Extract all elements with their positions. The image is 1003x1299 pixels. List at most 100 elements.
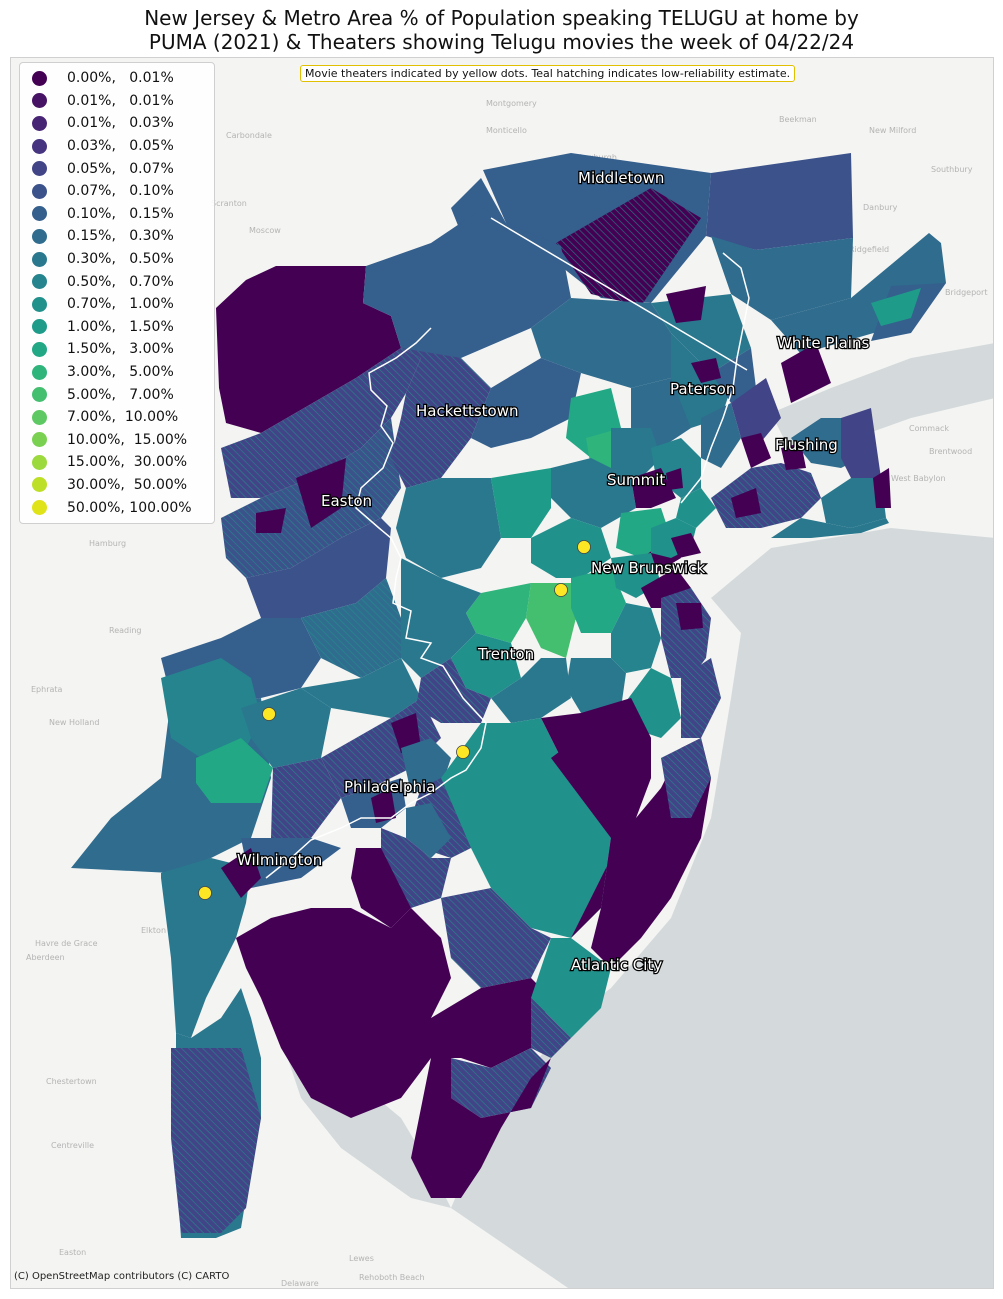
city-label-flushing: Flushing: [775, 436, 838, 454]
puma-region[interactable]: [246, 518, 391, 618]
puma-region[interactable]: [161, 658, 261, 758]
puma-region[interactable]: [416, 658, 491, 723]
puma-region[interactable]: [236, 908, 451, 1118]
puma-region[interactable]: [491, 658, 571, 723]
puma-region[interactable]: [391, 348, 491, 488]
puma-region[interactable]: [631, 468, 676, 508]
puma-region[interactable]: [781, 443, 806, 470]
puma-region[interactable]: [706, 153, 853, 250]
puma-region[interactable]: [396, 478, 501, 578]
legend-label: 0.00%, 0.01%: [67, 70, 174, 87]
theater-marker[interactable]: [198, 886, 212, 900]
puma-region[interactable]: [841, 408, 881, 478]
puma-region[interactable]: [711, 348, 756, 403]
puma-region[interactable]: [676, 603, 703, 630]
puma-region[interactable]: [451, 633, 521, 698]
puma-region[interactable]: [241, 838, 341, 888]
puma-region[interactable]: [571, 568, 626, 633]
theater-marker[interactable]: [577, 540, 591, 554]
legend-label: 0.30%, 0.50%: [67, 251, 174, 268]
puma-region[interactable]: [441, 888, 551, 988]
theater-marker[interactable]: [554, 583, 568, 597]
puma-region[interactable]: [531, 998, 571, 1058]
puma-region[interactable]: [196, 738, 273, 803]
puma-region[interactable]: [351, 848, 411, 928]
legend-label: 0.03%, 0.05%: [67, 138, 174, 155]
theater-marker[interactable]: [262, 707, 276, 721]
puma-region[interactable]: [666, 468, 683, 490]
puma-region[interactable]: [611, 603, 661, 673]
basemap-label: Easton: [59, 1248, 86, 1257]
basemap-label: Reading: [109, 626, 141, 635]
puma-region[interactable]: [471, 358, 581, 448]
puma-region[interactable]: [296, 458, 346, 528]
puma-region[interactable]: [371, 788, 396, 823]
puma-region[interactable]: [171, 1048, 261, 1233]
legend-swatch: [32, 387, 47, 403]
puma-region[interactable]: [301, 578, 401, 678]
puma-region[interactable]: [256, 508, 286, 533]
basemap-label: Beekman: [779, 115, 817, 124]
legend-entry: 10.00%, 15.00%: [20, 429, 214, 452]
puma-region[interactable]: [391, 713, 421, 753]
puma-region[interactable]: [161, 858, 251, 1038]
basemap-label: New Milford: [869, 126, 916, 135]
basemap-label: Southbury: [931, 165, 973, 174]
puma-region[interactable]: [731, 488, 761, 518]
legend-entry: 0.01%, 0.03%: [20, 112, 214, 135]
legend-label: 0.01%, 0.01%: [67, 92, 174, 109]
puma-region[interactable]: [431, 978, 551, 1068]
puma-region[interactable]: [731, 378, 781, 448]
legend-label: 3.00%, 5.00%: [67, 364, 174, 381]
puma-region[interactable]: [771, 233, 946, 354]
map-attribution: (C) OpenStreetMap contributors (C) CARTO: [14, 1271, 230, 1282]
puma-region[interactable]: [701, 403, 741, 468]
puma-region[interactable]: [551, 698, 651, 938]
theater-markers[interactable]: [198, 540, 591, 900]
puma-region[interactable]: [771, 518, 889, 538]
basemap-label: Lewes: [349, 1254, 374, 1263]
puma-region[interactable]: [666, 286, 706, 323]
puma-region[interactable]: [873, 468, 891, 508]
puma-region[interactable]: [741, 433, 771, 468]
legend-label: 5.00%, 7.00%: [67, 386, 174, 403]
puma-region[interactable]: [241, 688, 331, 768]
basemap-label: Delaware: [281, 1279, 319, 1288]
puma-region[interactable]: [556, 188, 701, 306]
legend-swatch: [32, 319, 47, 335]
puma-region[interactable]: [781, 343, 831, 403]
puma-region[interactable]: [466, 583, 531, 643]
puma-region[interactable]: [531, 938, 611, 1038]
puma-region[interactable]: [566, 658, 626, 713]
puma-region[interactable]: [491, 468, 551, 538]
puma-region[interactable]: [406, 803, 451, 858]
legend-swatch: [32, 183, 47, 199]
basemap-label: Danbury: [863, 203, 898, 212]
puma-region[interactable]: [526, 583, 576, 658]
city-label-wilmington: Wilmington: [237, 851, 322, 869]
puma-region[interactable]: [671, 533, 701, 558]
puma-region[interactable]: [301, 658, 421, 718]
puma-region[interactable]: [216, 266, 401, 433]
puma-region[interactable]: [871, 288, 921, 326]
puma-region[interactable]: [821, 478, 886, 528]
city-label-philadelphia: Philadelphia: [344, 778, 435, 796]
puma-region[interactable]: [551, 458, 636, 528]
puma-region[interactable]: [681, 658, 721, 738]
puma-region[interactable]: [691, 358, 721, 383]
puma-region[interactable]: [676, 488, 716, 528]
legend-entry: 0.50%, 0.70%: [20, 270, 214, 293]
puma-region[interactable]: [531, 518, 611, 578]
puma-region[interactable]: [661, 738, 711, 818]
puma-region[interactable]: [271, 758, 341, 838]
puma-region[interactable]: [411, 1038, 571, 1198]
legend-swatch: [32, 500, 47, 516]
city-label-summit: Summit: [607, 471, 665, 489]
legend-swatch: [32, 432, 47, 448]
puma-region[interactable]: [221, 848, 261, 898]
puma-region[interactable]: [363, 208, 571, 358]
puma-region[interactable]: [611, 428, 661, 478]
theater-marker[interactable]: [456, 745, 470, 759]
puma-region[interactable]: [711, 236, 853, 320]
puma-region[interactable]: [531, 298, 671, 388]
